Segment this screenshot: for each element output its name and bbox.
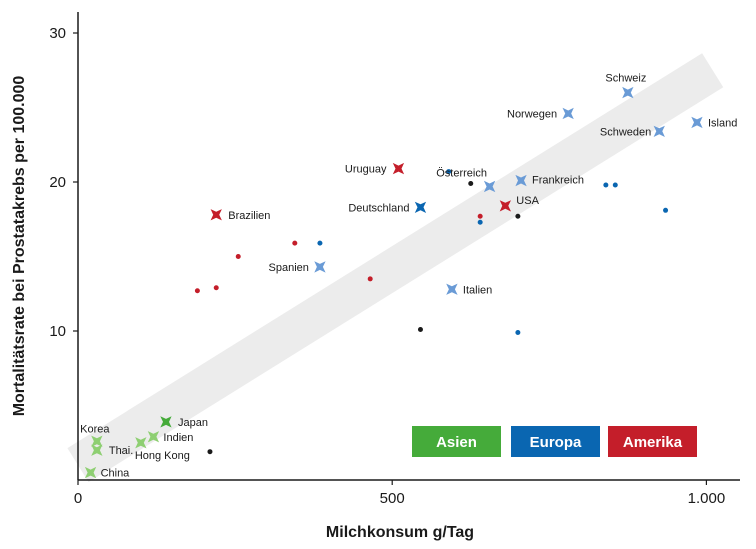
legend: Asien Europa Amerika: [412, 426, 697, 457]
country-marker: [622, 86, 634, 99]
legend-label: Europa: [530, 434, 582, 451]
data-point: [417, 327, 423, 333]
country-label: Indien: [163, 432, 193, 444]
country-label: Uruguay: [345, 164, 387, 176]
data-point: [213, 285, 219, 291]
x-tick-label: 500: [380, 490, 405, 507]
data-point: [446, 169, 452, 175]
data-point: [515, 213, 521, 219]
country-marker: [84, 466, 97, 479]
country-marker: [135, 437, 147, 449]
country-marker: [160, 416, 172, 428]
data-point: [477, 219, 483, 225]
data-point: [235, 254, 241, 259]
country-label: Brazilien: [228, 210, 270, 222]
country-marker: [515, 174, 527, 187]
x-tick-label: 0: [74, 490, 82, 507]
x-axis-title: Milchkonsum g/Tag: [326, 524, 474, 541]
data-point: [468, 180, 474, 186]
country-label: Spanien: [269, 262, 309, 274]
legend-swatch: [412, 426, 501, 457]
data-point: [612, 182, 618, 188]
country-label: Schweiz: [605, 73, 646, 85]
country-marker: [392, 162, 405, 175]
country-label: Italien: [463, 284, 492, 296]
country-marker: [91, 444, 103, 456]
country-marker: [414, 201, 427, 213]
country-label: Korea: [80, 423, 110, 435]
y-tick-label: 10: [49, 323, 66, 340]
country-marker: [653, 125, 665, 137]
data-point: [317, 240, 323, 246]
data-point: [292, 240, 298, 246]
country-label: USA: [516, 195, 539, 207]
country-marker: [483, 180, 496, 193]
country-marker: [210, 209, 222, 221]
y-tick-label: 30: [49, 25, 66, 42]
country-label: China: [101, 468, 131, 480]
country-label: Thai.: [109, 445, 133, 457]
country-label: Schweden: [600, 126, 651, 138]
country-marker: [91, 435, 103, 447]
country-label: Frankreich: [532, 175, 584, 187]
legend-swatch: [511, 426, 600, 457]
country-label: Island: [708, 117, 737, 129]
y-axis-title: Mortalitätsrate bei Prostatakrebs per 10…: [11, 76, 28, 417]
country-label: Deutschland: [348, 202, 409, 214]
data-point: [515, 329, 521, 335]
country-label: Österreich: [436, 167, 487, 179]
data-point: [194, 288, 200, 294]
data-point: [367, 276, 373, 282]
country-marker: [691, 116, 703, 129]
legend-label: Asien: [436, 434, 477, 451]
data-point: [663, 207, 669, 213]
legend-swatch: [608, 426, 697, 457]
labeled-points: Korea Thai. China Japan Indien Hong Kong Brazi…: [80, 73, 737, 480]
country-marker: [562, 107, 574, 120]
x-tick-label: 1.000: [688, 490, 726, 507]
data-point: [207, 449, 213, 455]
y-tick-label: 20: [49, 174, 66, 191]
country-label: Japan: [178, 417, 208, 429]
country-marker: [446, 283, 458, 295]
unlabeled-points: [194, 169, 669, 455]
y-axis-ticks: 10 20 30: [49, 25, 78, 340]
country-label: Norwegen: [507, 108, 557, 120]
country-marker: [499, 200, 511, 212]
legend-label: Amerika: [623, 434, 683, 451]
x-axis-ticks: 0 500 1.000: [74, 480, 725, 507]
trend-band: [67, 53, 724, 483]
country-marker: [314, 261, 326, 273]
country-label: Hong Kong: [135, 450, 190, 462]
data-point: [603, 182, 609, 188]
country-marker: [147, 431, 160, 443]
data-point: [477, 213, 483, 219]
